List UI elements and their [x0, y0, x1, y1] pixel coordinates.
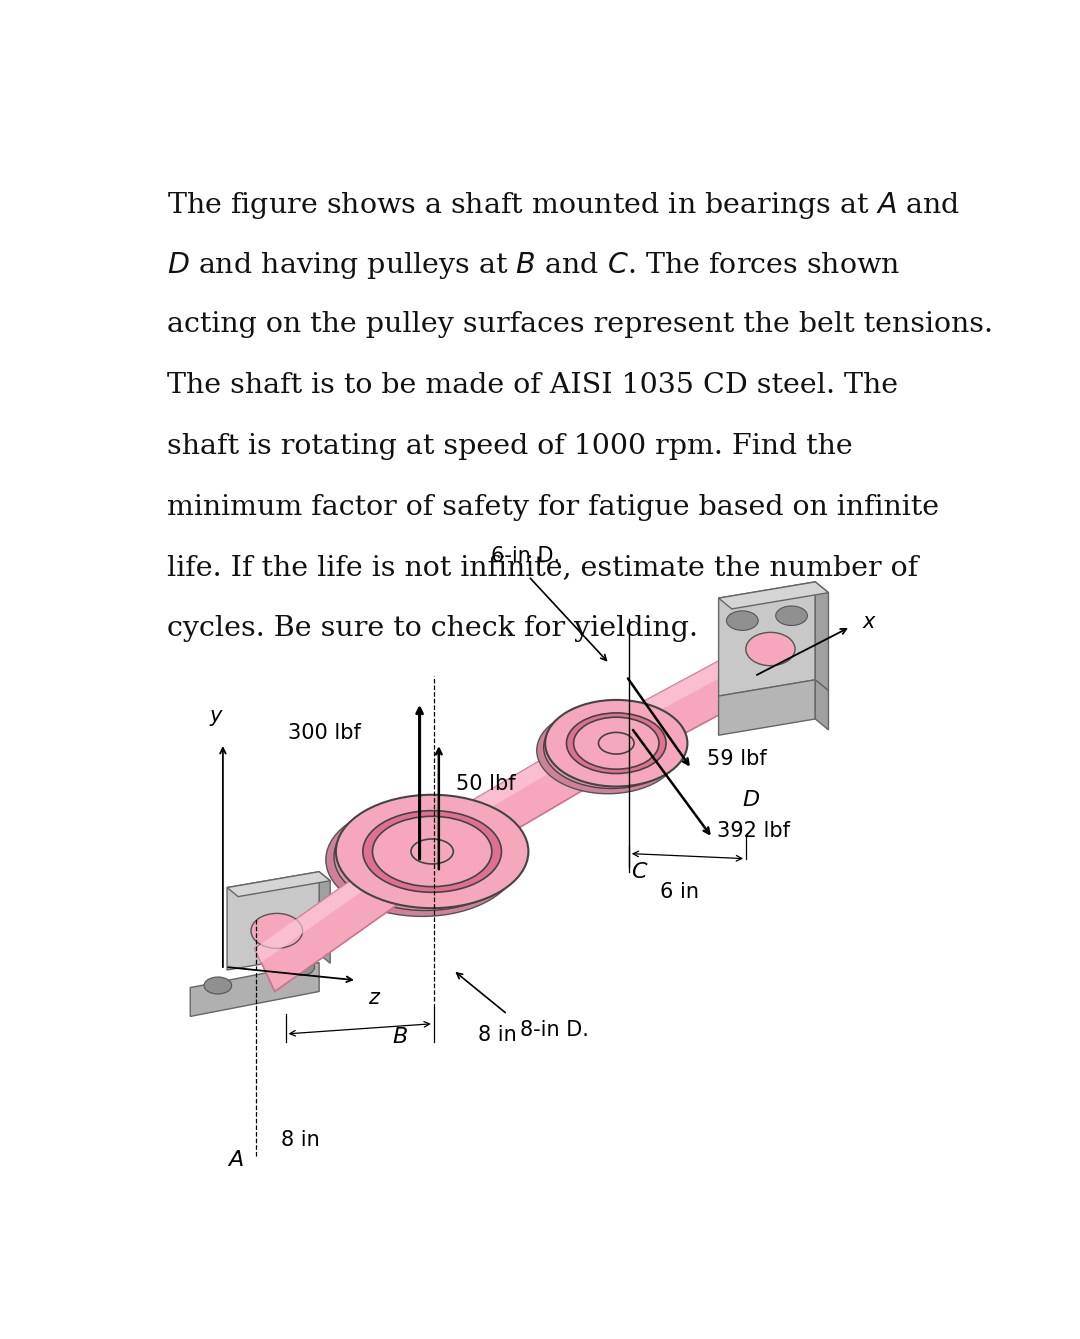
Polygon shape: [608, 648, 758, 766]
Text: 8 in: 8 in: [478, 1024, 517, 1044]
Polygon shape: [255, 830, 429, 963]
Text: $z$: $z$: [367, 988, 381, 1007]
Ellipse shape: [373, 817, 491, 886]
Ellipse shape: [537, 707, 679, 794]
Polygon shape: [815, 582, 828, 691]
Polygon shape: [718, 582, 815, 696]
Ellipse shape: [746, 632, 795, 665]
Ellipse shape: [363, 810, 501, 892]
Text: $D$: $D$: [742, 790, 760, 810]
Ellipse shape: [287, 959, 314, 975]
Polygon shape: [608, 648, 747, 735]
Text: $A$: $A$: [227, 1150, 244, 1170]
Ellipse shape: [573, 718, 659, 769]
Polygon shape: [227, 872, 330, 897]
Text: 8 in: 8 in: [282, 1130, 321, 1150]
Text: 8-in D.: 8-in D.: [521, 1019, 589, 1039]
Polygon shape: [255, 830, 442, 991]
Text: The figure shows a shaft mounted in bearings at $\mathit{A}$ and: The figure shows a shaft mounted in bear…: [166, 190, 960, 221]
Ellipse shape: [567, 712, 666, 774]
Ellipse shape: [251, 913, 302, 948]
Text: 6-in D.: 6-in D.: [491, 546, 561, 566]
Text: $C$: $C$: [632, 862, 649, 882]
Polygon shape: [190, 963, 320, 1016]
Polygon shape: [423, 720, 613, 844]
Polygon shape: [718, 680, 815, 735]
Polygon shape: [423, 720, 625, 874]
Ellipse shape: [334, 803, 517, 911]
Text: $x$: $x$: [862, 612, 877, 632]
Ellipse shape: [336, 795, 528, 908]
Text: 50 lbf: 50 lbf: [456, 774, 515, 794]
Text: 59 lbf: 59 lbf: [706, 749, 767, 769]
Polygon shape: [815, 680, 828, 730]
Ellipse shape: [543, 706, 679, 789]
Text: $y$: $y$: [208, 708, 224, 727]
Text: life. If the life is not infinite, estimate the number of: life. If the life is not infinite, estim…: [166, 554, 918, 581]
Polygon shape: [718, 582, 828, 609]
Text: 6 in: 6 in: [660, 882, 699, 902]
Polygon shape: [227, 872, 320, 969]
Ellipse shape: [204, 977, 232, 994]
Text: $B$: $B$: [392, 1027, 408, 1047]
Ellipse shape: [727, 611, 758, 631]
Ellipse shape: [411, 840, 454, 864]
Text: minimum factor of safety for fatigue based on infinite: minimum factor of safety for fatigue bas…: [166, 494, 939, 521]
Ellipse shape: [775, 607, 808, 625]
Text: shaft is rotating at speed of 1000 rpm. Find the: shaft is rotating at speed of 1000 rpm. …: [166, 432, 852, 459]
Polygon shape: [320, 872, 330, 963]
Text: The shaft is to be made of AISI 1035 CD steel. The: The shaft is to be made of AISI 1035 CD …: [166, 372, 897, 399]
Text: 392 lbf: 392 lbf: [717, 821, 789, 841]
Text: cycles. Be sure to check for yielding.: cycles. Be sure to check for yielding.: [166, 616, 698, 643]
Ellipse shape: [598, 732, 634, 754]
Ellipse shape: [545, 700, 687, 786]
Text: $\mathit{D}$ and having pulleys at $\mathit{B}$ and $\mathit{C}$. The forces sho: $\mathit{D}$ and having pulleys at $\mat…: [166, 250, 900, 281]
Text: acting on the pulley surfaces represent the belt tensions.: acting on the pulley surfaces represent …: [166, 311, 993, 339]
Ellipse shape: [326, 803, 518, 916]
Text: 300 lbf: 300 lbf: [288, 723, 361, 743]
